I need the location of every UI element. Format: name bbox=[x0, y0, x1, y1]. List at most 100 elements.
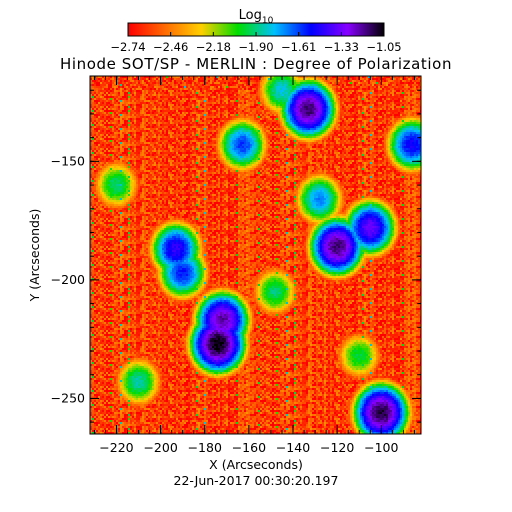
heatmap-cell bbox=[286, 118, 288, 120]
heatmap-cell bbox=[282, 84, 284, 86]
heatmap-cell bbox=[234, 94, 236, 96]
heatmap-cell bbox=[406, 88, 408, 90]
heatmap-cell bbox=[258, 110, 260, 112]
heatmap-cell bbox=[354, 110, 356, 112]
heatmap-cell bbox=[292, 104, 294, 106]
heatmap-cell bbox=[244, 92, 246, 94]
heatmap-cell bbox=[278, 118, 280, 120]
heatmap-cell bbox=[172, 108, 174, 110]
heatmap-cell bbox=[262, 96, 264, 98]
heatmap-cell bbox=[264, 100, 266, 102]
heatmap-cell bbox=[284, 122, 286, 124]
heatmap-cell bbox=[180, 100, 182, 102]
heatmap-cell bbox=[118, 78, 120, 80]
heatmap-cell bbox=[236, 120, 238, 122]
heatmap-cell bbox=[372, 106, 374, 108]
heatmap-cell bbox=[374, 84, 376, 86]
heatmap-cell bbox=[386, 94, 388, 96]
heatmap-cell bbox=[344, 84, 346, 86]
heatmap-cell bbox=[304, 82, 306, 84]
heatmap-cell bbox=[152, 90, 154, 92]
heatmap-cell bbox=[170, 82, 172, 84]
heatmap-cell bbox=[414, 80, 416, 82]
heatmap-cell bbox=[386, 90, 388, 92]
heatmap-cell bbox=[384, 84, 386, 86]
heatmap-cell bbox=[170, 100, 172, 102]
heatmap-cell bbox=[266, 120, 268, 122]
heatmap-cell bbox=[388, 112, 390, 114]
heatmap-cell bbox=[238, 98, 240, 100]
heatmap-cell bbox=[156, 80, 158, 82]
heatmap-cell bbox=[94, 100, 96, 102]
heatmap-cell bbox=[178, 110, 180, 112]
heatmap-cell bbox=[212, 90, 214, 92]
heatmap-cell bbox=[376, 116, 378, 118]
heatmap-cell bbox=[386, 110, 388, 112]
heatmap-cell bbox=[168, 124, 170, 126]
heatmap-cell bbox=[140, 114, 142, 116]
heatmap-cell bbox=[368, 82, 370, 84]
heatmap-cell bbox=[122, 84, 124, 86]
heatmap-cell bbox=[356, 112, 358, 114]
heatmap-cell bbox=[362, 80, 364, 82]
heatmap-cell bbox=[134, 120, 136, 122]
heatmap-cell bbox=[192, 122, 194, 124]
heatmap-cell bbox=[192, 98, 194, 100]
heatmap-cell bbox=[356, 92, 358, 94]
heatmap-cell bbox=[226, 94, 228, 96]
heatmap-cell bbox=[228, 114, 230, 116]
heatmap-cell bbox=[238, 90, 240, 92]
heatmap-cell bbox=[386, 106, 388, 108]
heatmap-cell bbox=[224, 80, 226, 82]
heatmap-cell bbox=[416, 108, 418, 110]
heatmap-cell bbox=[142, 100, 144, 102]
heatmap-cell bbox=[374, 108, 376, 110]
heatmap-cell bbox=[320, 82, 322, 84]
heatmap-cell bbox=[380, 100, 382, 102]
heatmap-cell bbox=[352, 86, 354, 88]
heatmap-cell bbox=[216, 82, 218, 84]
heatmap-cell bbox=[220, 96, 222, 98]
heatmap-cell bbox=[284, 82, 286, 84]
heatmap-cell bbox=[92, 108, 94, 110]
heatmap-cell bbox=[190, 108, 192, 110]
heatmap-cell bbox=[198, 98, 200, 100]
heatmap-cell bbox=[116, 112, 118, 114]
heatmap-cell bbox=[172, 94, 174, 96]
heatmap-cell bbox=[150, 124, 152, 126]
heatmap-cell bbox=[146, 112, 148, 114]
heatmap-cell bbox=[310, 110, 312, 112]
heatmap-cell bbox=[242, 108, 244, 110]
heatmap-cell bbox=[238, 86, 240, 88]
heatmap-cell bbox=[194, 104, 196, 106]
heatmap-cell bbox=[348, 80, 350, 82]
heatmap-cell bbox=[254, 104, 256, 106]
heatmap-cell bbox=[280, 114, 282, 116]
heatmap-cell bbox=[360, 78, 362, 80]
heatmap-cell bbox=[318, 98, 320, 100]
heatmap-cell bbox=[130, 96, 132, 98]
heatmap-cell bbox=[328, 110, 330, 112]
heatmap-cell bbox=[266, 100, 268, 102]
heatmap-cell bbox=[326, 84, 328, 86]
heatmap-cell bbox=[196, 94, 198, 96]
heatmap-cell bbox=[148, 112, 150, 114]
heatmap-cell bbox=[110, 78, 112, 80]
heatmap-cell bbox=[320, 98, 322, 100]
heatmap-cell bbox=[286, 110, 288, 112]
heatmap-cell bbox=[392, 110, 394, 112]
heatmap-cell bbox=[140, 80, 142, 82]
heatmap-cell bbox=[106, 124, 108, 126]
heatmap-cell bbox=[230, 116, 232, 118]
heatmap-cell bbox=[192, 108, 194, 110]
heatmap-cell bbox=[116, 86, 118, 88]
heatmap-cell bbox=[172, 88, 174, 90]
heatmap-cell bbox=[396, 110, 398, 112]
heatmap-cell bbox=[410, 96, 412, 98]
heatmap-cell bbox=[176, 100, 178, 102]
heatmap-cell bbox=[172, 114, 174, 116]
heatmap-cell bbox=[362, 106, 364, 108]
heatmap-cell bbox=[152, 118, 154, 120]
heatmap-cell bbox=[256, 82, 258, 84]
heatmap-cell bbox=[348, 82, 350, 84]
